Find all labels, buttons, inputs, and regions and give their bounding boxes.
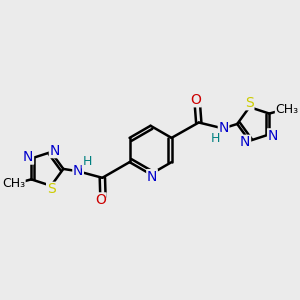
- Text: H: H: [211, 132, 220, 145]
- Text: H: H: [82, 155, 92, 168]
- Text: O: O: [95, 193, 106, 207]
- Text: N: N: [268, 129, 278, 143]
- Text: S: S: [47, 182, 56, 196]
- Text: N: N: [50, 144, 60, 158]
- Text: N: N: [240, 135, 250, 149]
- Text: CH₃: CH₃: [275, 103, 298, 116]
- Text: N: N: [218, 121, 229, 135]
- Text: N: N: [73, 164, 83, 178]
- Text: N: N: [147, 169, 157, 184]
- Text: CH₃: CH₃: [2, 177, 25, 190]
- Text: N: N: [23, 150, 34, 164]
- Text: S: S: [245, 96, 254, 110]
- Text: O: O: [190, 93, 201, 107]
